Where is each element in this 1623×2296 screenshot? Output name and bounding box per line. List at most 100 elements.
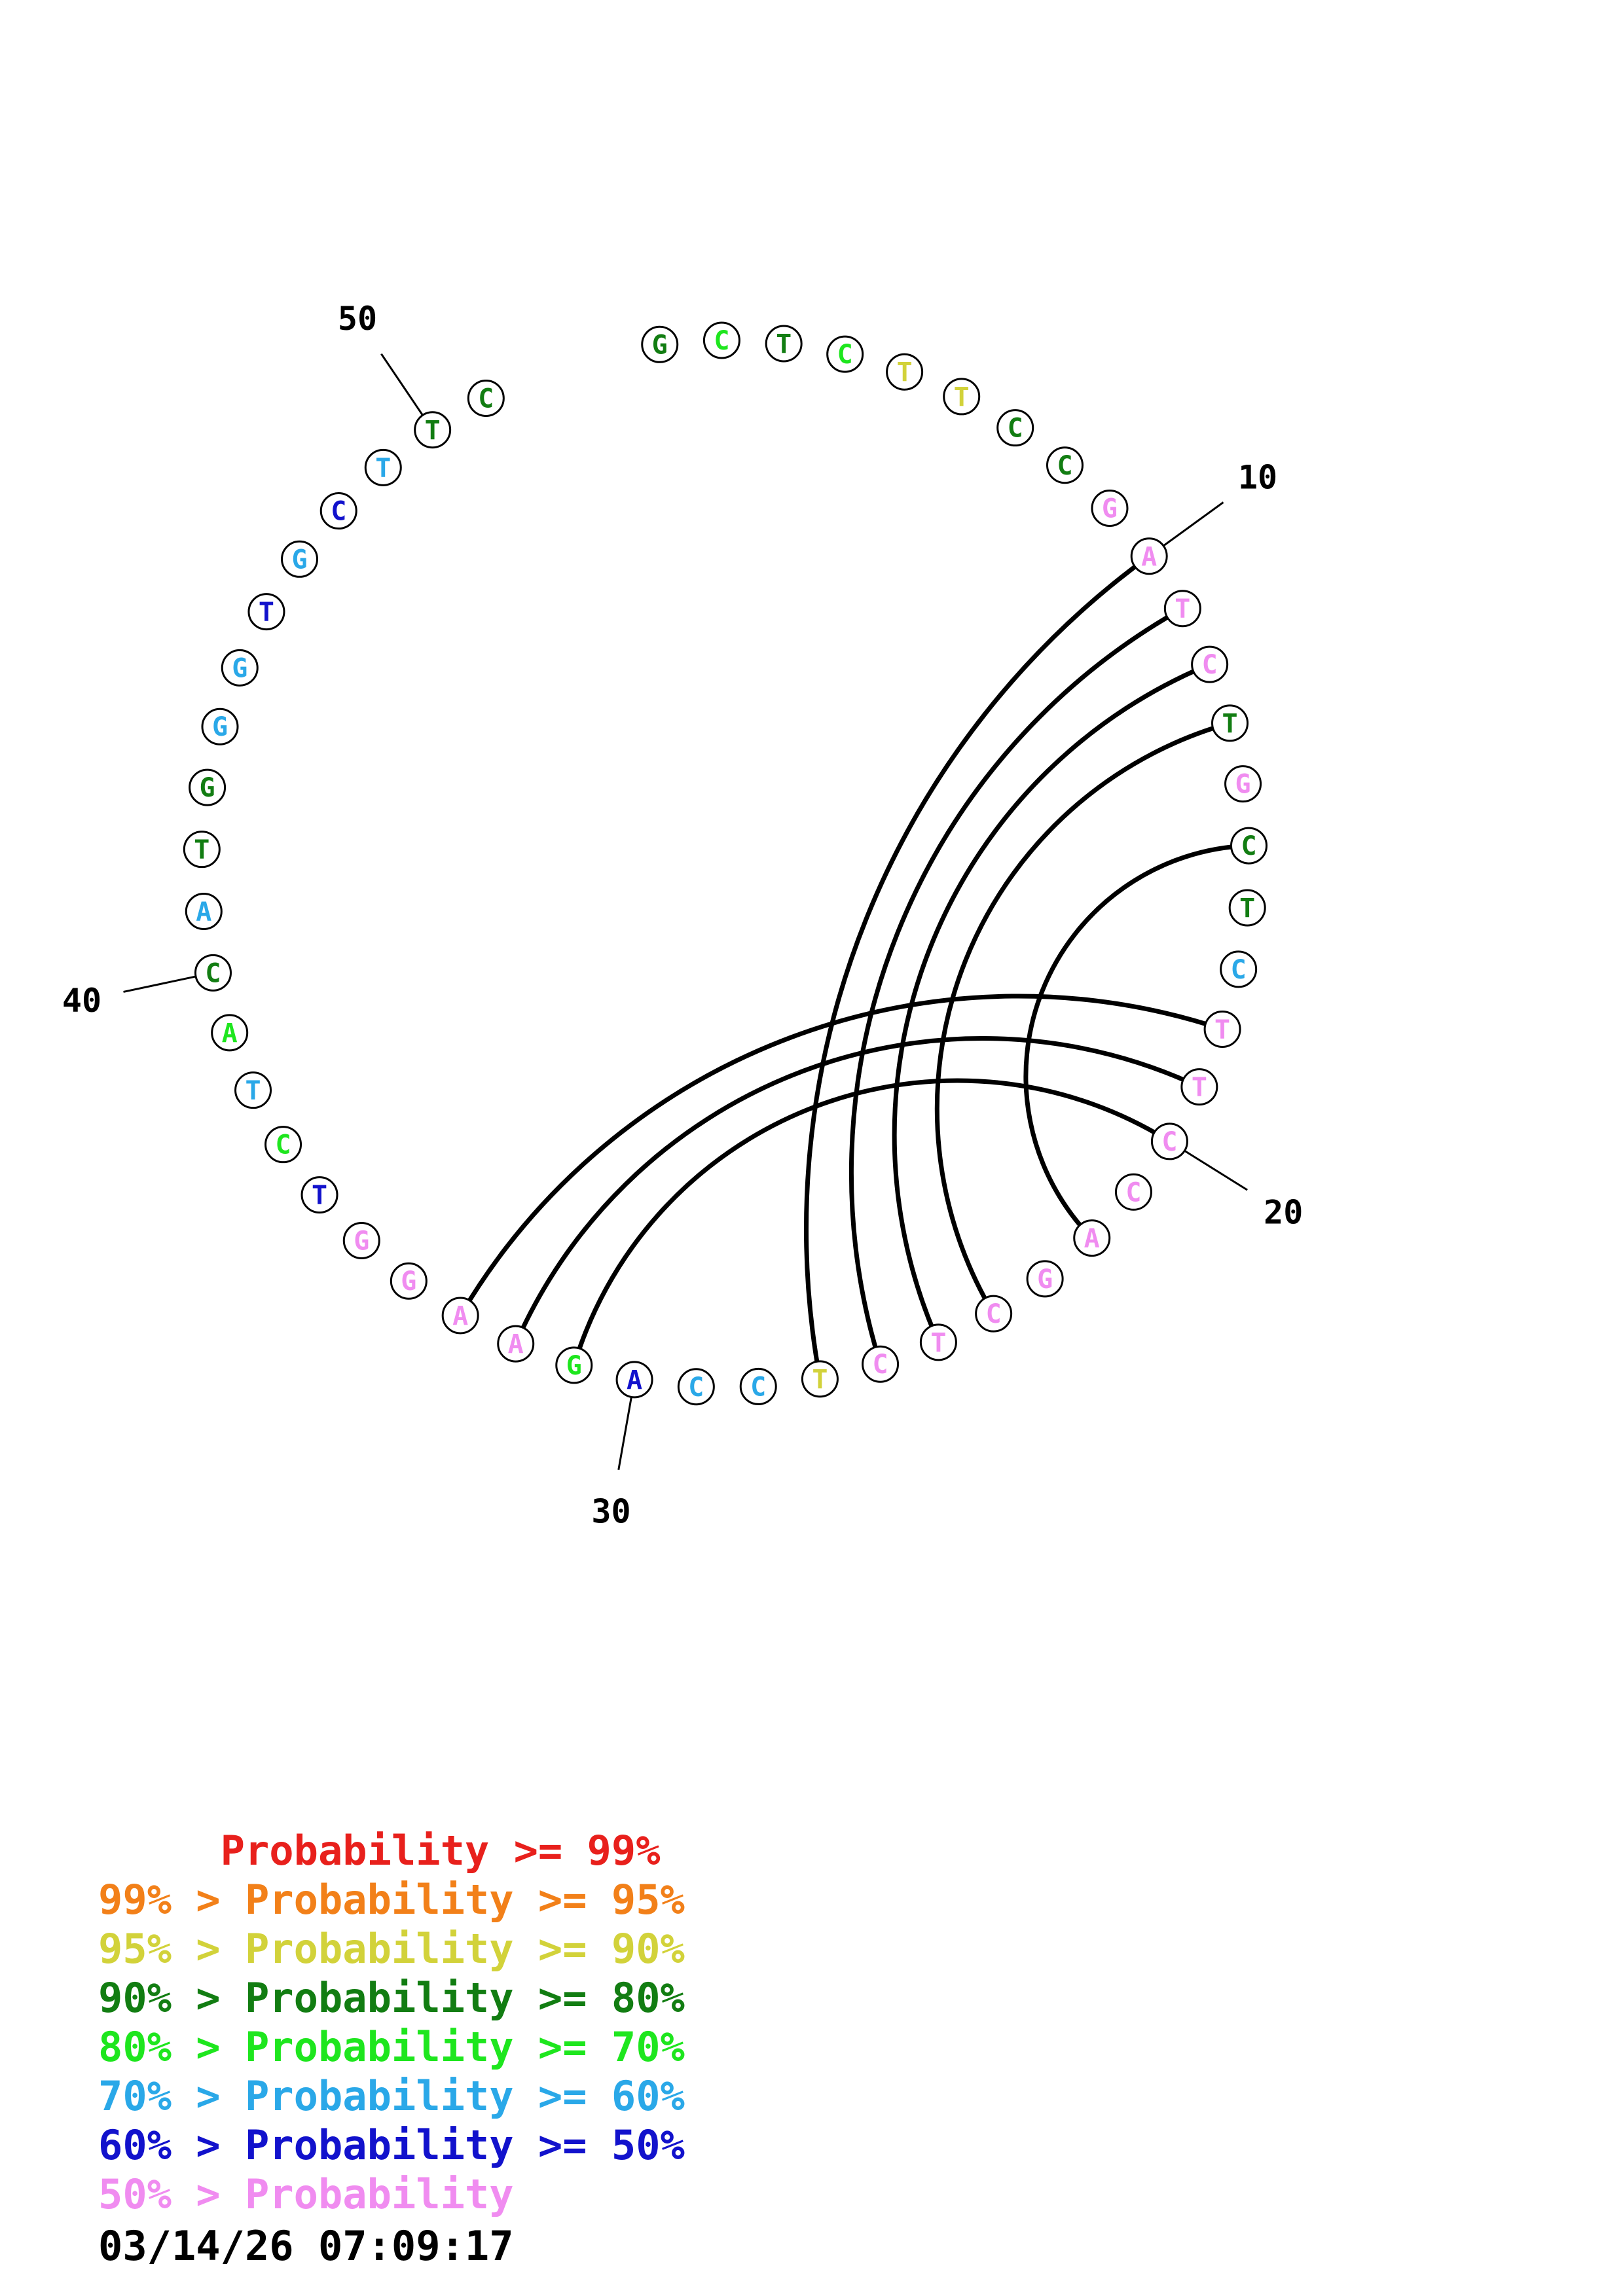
nucleotide-circle (1046, 446, 1084, 484)
nucleotide-circle (189, 768, 227, 806)
nucleotide: T (801, 1360, 839, 1398)
nucleotide-letter: T (259, 598, 274, 628)
legend-row: Probability >= 99% (98, 1826, 685, 1875)
nucleotide-letter: G (291, 545, 307, 575)
nucleotide-letter: A (452, 1301, 468, 1331)
nucleotide: A (185, 893, 223, 931)
nucleotide: A (615, 1361, 653, 1399)
nucleotide-letter: G (401, 1266, 416, 1297)
nucleotide-circle (221, 649, 259, 687)
nucleotide-letter: A (508, 1329, 524, 1359)
nucleotide-circle (497, 1325, 535, 1363)
nucleotide: A (1130, 537, 1168, 575)
nucleotide-circle (264, 1126, 302, 1164)
nucleotide-circle (943, 378, 981, 416)
nucleotide-circle (765, 325, 803, 363)
nucleotide-circle (1191, 645, 1229, 683)
nucleotide-letter: C (873, 1350, 888, 1380)
nucleotide-letter: C (275, 1130, 291, 1160)
nucleotide-circle (702, 321, 740, 359)
nucleotide-letter: A (1141, 542, 1157, 572)
nucleotide-ring: G C T CTTCCGATCTGCTCTTCCAGCTCTCCAGAAGGTCTAC… (183, 321, 1268, 1406)
nucleotide-letter: T (1222, 709, 1237, 739)
nucleotide-letter: T (930, 1328, 946, 1358)
nucleotide-letter: G (354, 1226, 369, 1256)
legend-row: 70% > Probability >= 60% (98, 2072, 685, 2121)
nucleotide-circle (281, 540, 319, 578)
nucleotide: C (1230, 827, 1268, 865)
nucleotide-letter: C (750, 1372, 766, 1402)
pair-arc (804, 554, 1151, 1380)
nucleotide-letter: C (986, 1299, 1002, 1329)
nucleotide-circle (247, 593, 285, 631)
nucleotide: T (1211, 704, 1249, 742)
pair-arcs (458, 554, 1249, 1380)
nucleotide-circle (185, 893, 223, 931)
timestamp: 03/14/26 07:09:17 (98, 2222, 514, 2270)
nucleotide: G (1091, 489, 1129, 527)
nucleotide: G (390, 1262, 428, 1300)
pair-arc (572, 1078, 1171, 1366)
position-label: 10 (1238, 458, 1277, 496)
nucleotide-circle (1026, 1260, 1064, 1298)
nucleotide-letter: C (1231, 955, 1247, 985)
nucleotide-letter: C (1202, 650, 1218, 680)
pair-arc (848, 606, 1184, 1365)
nucleotide-letter: C (331, 497, 346, 527)
nucleotide-circle (1130, 537, 1168, 575)
nucleotide: A (441, 1297, 479, 1335)
nucleotide-circle (677, 1368, 715, 1406)
nucleotide-letter: C (205, 958, 221, 988)
nucleotide-letter: G (566, 1351, 582, 1381)
nucleotide-circle (1114, 1173, 1152, 1211)
nucleotide-circle (801, 1360, 839, 1398)
legend-row: 95% > Probability >= 90% (98, 1924, 685, 1973)
nucleotide-circle (364, 448, 402, 486)
nucleotide-letter: C (1125, 1177, 1141, 1208)
legend-row: 90% > Probability >= 80% (98, 1973, 685, 2022)
nucleotide-letter: A (222, 1018, 238, 1049)
nucleotide: G (201, 708, 239, 745)
nucleotide-circle (1224, 765, 1262, 803)
nucleotide-circle (862, 1345, 900, 1383)
legend-row: 60% > Probability >= 50% (98, 2121, 685, 2170)
nucleotide-circle (555, 1346, 593, 1384)
nucleotide: T (1163, 590, 1201, 628)
nucleotide-circle (1150, 1122, 1188, 1160)
nucleotide: T (364, 448, 402, 486)
legend-row: 99% > Probability >= 95% (98, 1875, 685, 1924)
nucleotide-circle (1180, 1068, 1218, 1106)
nucleotide-circle (201, 708, 239, 745)
legend-indent (98, 1827, 221, 1874)
nucleotide: T (1228, 889, 1266, 927)
nucleotide-letter: T (312, 1181, 327, 1211)
nucleotide-letter: C (1161, 1127, 1177, 1157)
nucleotide-circle (641, 325, 679, 363)
legend-row: 80% > Probability >= 70% (98, 2022, 685, 2072)
nucleotide-letter: C (1008, 414, 1023, 444)
nucleotide-letter: G (232, 653, 247, 683)
nucleotide: T (886, 353, 924, 391)
nucleotide: G (189, 768, 227, 806)
legend-label: 70% > Probability >= 60% (98, 2072, 685, 2120)
nucleotide-letter: T (425, 416, 441, 446)
nucleotide-letter: A (627, 1365, 642, 1395)
position-ticks: 10 20 30 40 50 (62, 300, 1304, 1531)
pair-arc (458, 994, 1224, 1317)
nucleotide: G (1224, 765, 1262, 803)
nucleotide: C (1220, 950, 1258, 988)
legend-row: 50% > Probability (98, 2170, 685, 2219)
position-tick (617, 1397, 632, 1470)
nucleotide-circle (467, 379, 505, 417)
nucleotide-letter: C (1057, 451, 1072, 481)
nucleotide-letter: T (245, 1076, 261, 1106)
nucleotide: G (281, 540, 319, 578)
legend-label: 80% > Probability >= 70% (98, 2023, 685, 2071)
nucleotide-circle (886, 353, 924, 391)
nucleotide-circle (1220, 950, 1258, 988)
nucleotide: C (1114, 1173, 1152, 1211)
pair-arc (513, 1036, 1201, 1345)
nucleotide-letter: T (194, 835, 210, 865)
nucleotide: A (497, 1325, 535, 1363)
probability-legend: Probability >= 99% 99% > Probability >= 9… (98, 1826, 685, 2219)
